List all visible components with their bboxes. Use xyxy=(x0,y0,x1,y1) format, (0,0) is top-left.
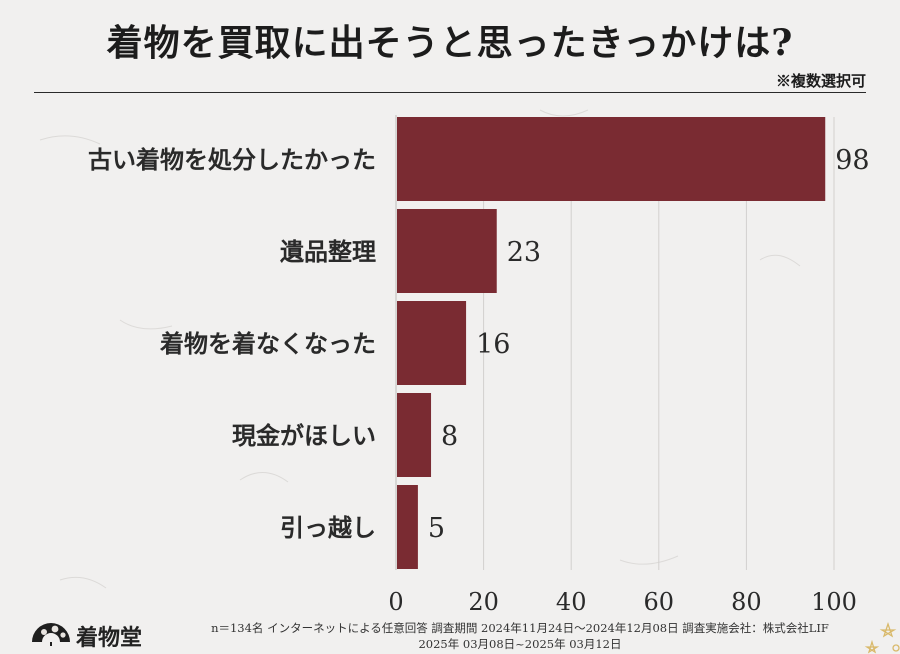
brand-name: 着物堂 xyxy=(76,625,143,651)
x-tick-label: 80 xyxy=(731,588,762,616)
bar-value-label: 5 xyxy=(428,513,445,544)
category-label: 引っ越し xyxy=(280,513,376,542)
bar xyxy=(397,209,497,293)
x-tick-label: 40 xyxy=(556,588,587,616)
folding-fan-icon xyxy=(32,623,70,646)
bar-value-label: 98 xyxy=(835,145,869,176)
category-label: 現金がほしい xyxy=(232,421,376,450)
bar xyxy=(397,393,432,477)
footnote-line-1: n＝134名 インターネットによる任意回答 調査期間 2024年11月24日～2… xyxy=(211,621,829,635)
category-label: 遺品整理 xyxy=(280,237,376,266)
bar xyxy=(397,301,467,385)
category-label: 古い着物を処分したかった xyxy=(88,145,376,174)
bar xyxy=(397,117,826,201)
x-tick-label: 100 xyxy=(811,588,857,616)
multiple-choice-note: ※複数選択可 xyxy=(775,72,866,90)
bar-chart: 0 20 40 60 80 100 古い着物を処分したかった 98 遺品整理 23 着物を着なくなっ… xyxy=(88,115,870,616)
chart-title: 着物を買取に出そうと思ったきっかけは? xyxy=(106,22,794,64)
bar-value-label: 8 xyxy=(441,421,458,452)
x-tick-label: 20 xyxy=(468,588,499,616)
x-tick-label: 0 xyxy=(388,588,403,616)
category-label: 着物を着なくなった xyxy=(160,329,376,358)
corner-flower-decoration xyxy=(864,621,900,654)
bar xyxy=(397,485,418,569)
bar-value-label: 16 xyxy=(476,329,510,360)
x-tick-label: 60 xyxy=(644,588,675,616)
title-divider xyxy=(34,92,866,93)
bar-value-label: 23 xyxy=(507,237,541,268)
survey-footnote: n＝134名 インターネットによる任意回答 調査期間 2024年11月24日～2… xyxy=(170,620,870,652)
footnote-line-2: 2025年 03月08日~2025年 03月12日 xyxy=(418,637,622,651)
brand-logo: 着物堂 xyxy=(30,620,170,651)
